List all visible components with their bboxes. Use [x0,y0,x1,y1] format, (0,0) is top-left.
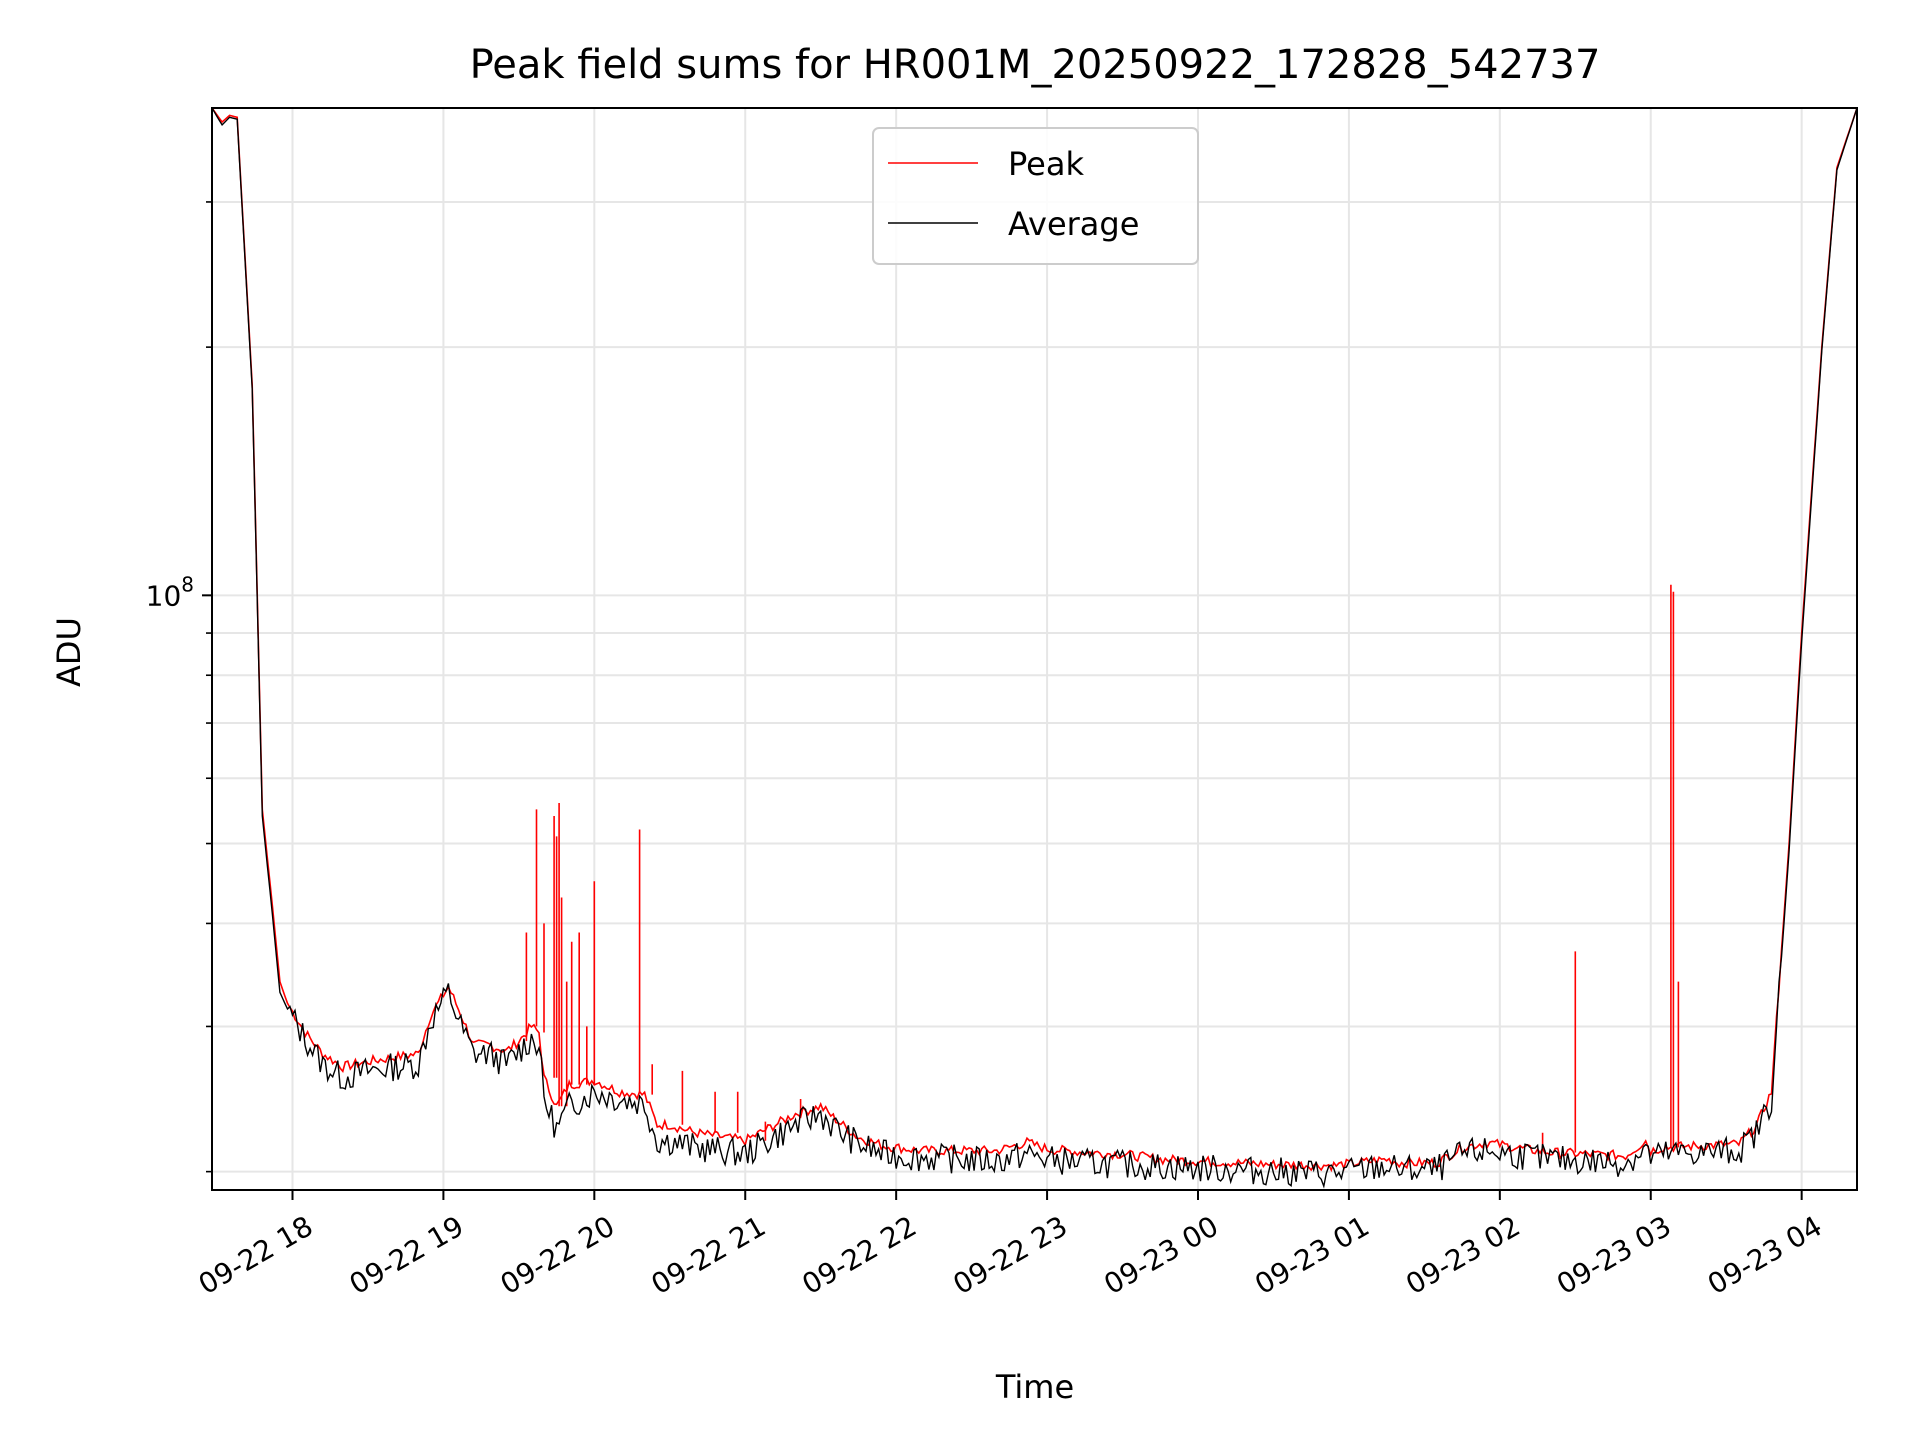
legend-box [872,127,1199,265]
series-line-peak [211,107,1858,1173]
legend-label-average: Average [1008,205,1139,243]
series-line-average [211,107,1858,1189]
x-axis-label: Time [995,1368,1074,1406]
legend: Peak Average [872,127,1199,265]
legend-label-peak: Peak [1008,145,1084,183]
plot-frame [211,107,1858,1191]
peak-spikes [525,584,1680,1153]
series-group [211,107,1858,1189]
y-axis-label: ADU [50,617,88,687]
chart-title: Peak field sums for HR001M_20250922_1728… [470,42,1601,88]
